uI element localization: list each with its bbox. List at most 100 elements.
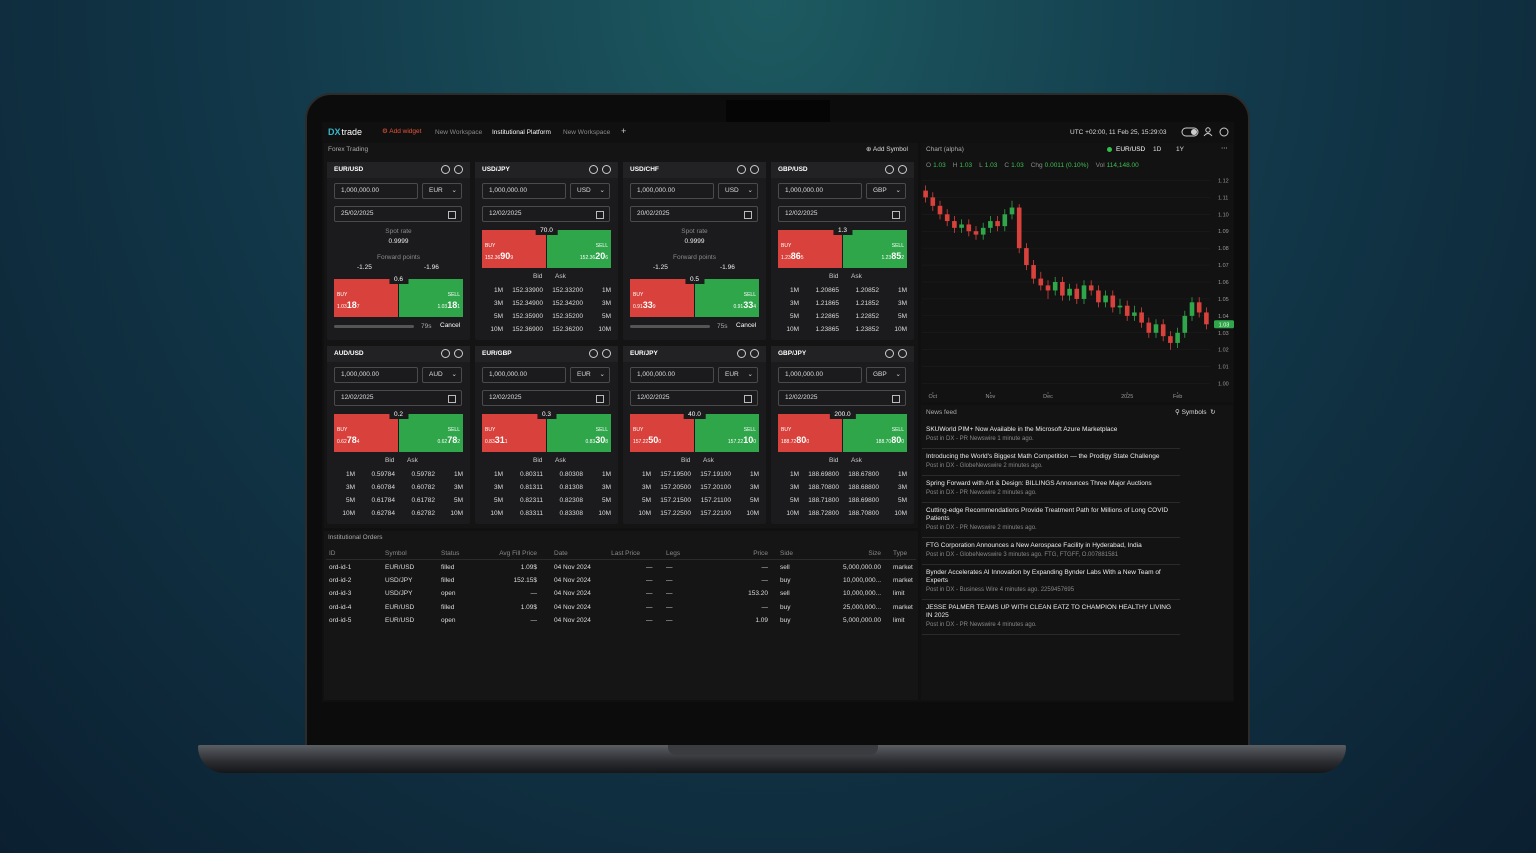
buy-button[interactable]: BUY 1.03187 (334, 279, 398, 317)
ohlc-item: L 1.03 (979, 162, 997, 170)
amount-input[interactable]: 1,000,000.00 (334, 183, 418, 199)
add-symbol[interactable]: ⊕ Add Symbol (866, 146, 908, 153)
theme-toggle[interactable] (1181, 127, 1199, 137)
currency-select[interactable]: GBP ⌄ (866, 367, 906, 383)
tab[interactable]: New Workspace (435, 129, 483, 136)
date-input[interactable]: 12/02/2025 (778, 390, 906, 406)
sell-button[interactable]: SELL 0.62782 (399, 414, 463, 452)
add-widget[interactable]: ⚙ Add widget (382, 128, 422, 135)
icon-search[interactable] (737, 165, 746, 174)
price-small: 152.36 (579, 255, 596, 261)
amount-input[interactable]: 1,000,000.00 (334, 367, 418, 383)
date-input[interactable]: 20/02/2025 (630, 206, 758, 222)
quote-box: BUY 157.22500 SELL 157.22100 40.0 (630, 410, 759, 452)
news-item[interactable]: Spring Forward with Art & Design: BILLIN… (922, 476, 1180, 503)
help-icon[interactable] (1219, 127, 1229, 137)
amount-input[interactable]: 1,000,000.00 (630, 367, 714, 383)
icon-close[interactable] (750, 165, 759, 174)
logo[interactable]: DXtrade (328, 127, 362, 137)
icon-close[interactable] (454, 165, 463, 174)
amount-input[interactable]: 1,000,000.00 (482, 183, 566, 199)
tenor: 5M (897, 497, 907, 504)
news-symbols[interactable]: ⚲ Symbols ↻ (1175, 409, 1216, 416)
chart-interval[interactable]: 1D (1153, 146, 1162, 153)
order-cell: ord-id-3 (329, 590, 352, 598)
chart-symbol[interactable]: EUR/USD (1116, 146, 1146, 153)
buy-button[interactable]: BUY 152.36909 (482, 230, 546, 268)
currency-select[interactable]: AUD ⌄ (422, 367, 462, 383)
new-tab[interactable]: + (621, 126, 627, 136)
currency-select[interactable]: EUR ⌄ (570, 367, 610, 383)
currency-select[interactable]: GBP ⌄ (866, 183, 906, 199)
tab[interactable]: New Workspace (563, 129, 611, 136)
icon-search[interactable] (885, 349, 894, 358)
icon-close[interactable] (898, 349, 907, 358)
icon-close[interactable] (602, 165, 611, 174)
date-input[interactable]: 12/02/2025 (482, 390, 610, 406)
amount-input[interactable]: 1,000,000.00 (482, 367, 566, 383)
tenor: 5M (493, 497, 503, 504)
sell-button[interactable]: SELL 188.70800 (843, 414, 907, 452)
calendar-icon (448, 211, 456, 219)
order-cell: 1.09 (755, 616, 768, 624)
sell-button[interactable]: SELL 0.91334 (695, 279, 759, 317)
chart-menu[interactable]: ⋯ (1221, 145, 1228, 152)
date-input[interactable]: 12/02/2025 (630, 390, 758, 406)
cancel[interactable]: Cancel (440, 322, 461, 329)
chart-range[interactable]: 1Y (1176, 146, 1184, 153)
date-input[interactable]: 12/02/2025 (778, 206, 906, 222)
tenor: 10M (894, 326, 907, 333)
ask: 157.20100 (700, 484, 731, 491)
buy-button[interactable]: BUY 1.23865 (778, 230, 842, 268)
tab-active[interactable]: Institutional Platform (492, 129, 551, 136)
quote-box: BUY 188.72800 SELL 188.70800 200.0 (778, 410, 907, 452)
tenor: 10M (450, 510, 463, 517)
news-item[interactable]: Cutting-edge Recommendations Provide Tre… (922, 503, 1180, 538)
tenor: 3M (897, 300, 907, 307)
amount-input[interactable]: 1,000,000.00 (778, 367, 862, 383)
news-item[interactable]: JESSE PALMER TEAMS UP WITH CLEAN EATZ TO… (922, 600, 1180, 635)
buy-button[interactable]: BUY 188.72800 (778, 414, 842, 452)
icon-close[interactable] (454, 349, 463, 358)
date-input[interactable]: 25/02/2025 (334, 206, 462, 222)
column-header: Side (780, 550, 794, 557)
date-input[interactable]: 12/02/2025 (482, 206, 610, 222)
news-item[interactable]: FTG Corporation Announces a New Aerospac… (922, 538, 1180, 565)
buy-button[interactable]: BUY 0.62784 (334, 414, 398, 452)
date-input[interactable]: 12/02/2025 (334, 390, 462, 406)
user-icon[interactable] (1205, 127, 1211, 133)
news-meta: Post in DX - PR Newswire 2 minutes ago. (926, 525, 1037, 531)
buy-button[interactable]: BUY 157.22500 (630, 414, 694, 452)
news-item[interactable]: Introducing the World's Biggest Math Com… (922, 449, 1180, 476)
order-cell: 153.20 (748, 590, 768, 598)
sell-button[interactable]: SELL 157.22100 (695, 414, 759, 452)
sell-button[interactable]: SELL 152.36206 (547, 230, 611, 268)
order-cell: buy (780, 616, 791, 624)
icon-search[interactable] (441, 165, 450, 174)
fx-widget: GBP/JPY 1,000,000.00 GBP ⌄ 12/02/2025 BUY 188.… (771, 346, 914, 524)
calendar-icon (744, 211, 752, 219)
icon-close[interactable] (898, 165, 907, 174)
icon-search[interactable] (441, 349, 450, 358)
sell-button[interactable]: SELL 1.03181 (399, 279, 463, 317)
news-item[interactable]: Bynder Accelerates AI Innovation by Expa… (922, 565, 1180, 600)
currency-select[interactable]: USD ⌄ (570, 183, 610, 199)
sell-button[interactable]: SELL 1.23852 (843, 230, 907, 268)
icon-close[interactable] (750, 349, 759, 358)
currency-select[interactable]: EUR ⌄ (718, 367, 758, 383)
buy-button[interactable]: BUY 0.83311 (482, 414, 546, 452)
icon-search[interactable] (589, 349, 598, 358)
amount-input[interactable]: 1,000,000.00 (778, 183, 862, 199)
currency-select[interactable]: EUR ⌄ (422, 183, 462, 199)
currency-select[interactable]: USD ⌄ (718, 183, 758, 199)
icon-search[interactable] (589, 165, 598, 174)
buy-button[interactable]: BUY 0.91339 (630, 279, 694, 317)
icon-search[interactable] (885, 165, 894, 174)
sell-button[interactable]: SELL 0.83308 (547, 414, 611, 452)
news-item[interactable]: SKUWorld PIM+ Now Available in the Micro… (922, 422, 1180, 449)
amount-input[interactable]: 1,000,000.00 (630, 183, 714, 199)
icon-search[interactable] (737, 349, 746, 358)
cancel[interactable]: Cancel (736, 322, 757, 329)
icon-close[interactable] (602, 349, 611, 358)
order-cell: 25,000,000... (843, 603, 881, 611)
